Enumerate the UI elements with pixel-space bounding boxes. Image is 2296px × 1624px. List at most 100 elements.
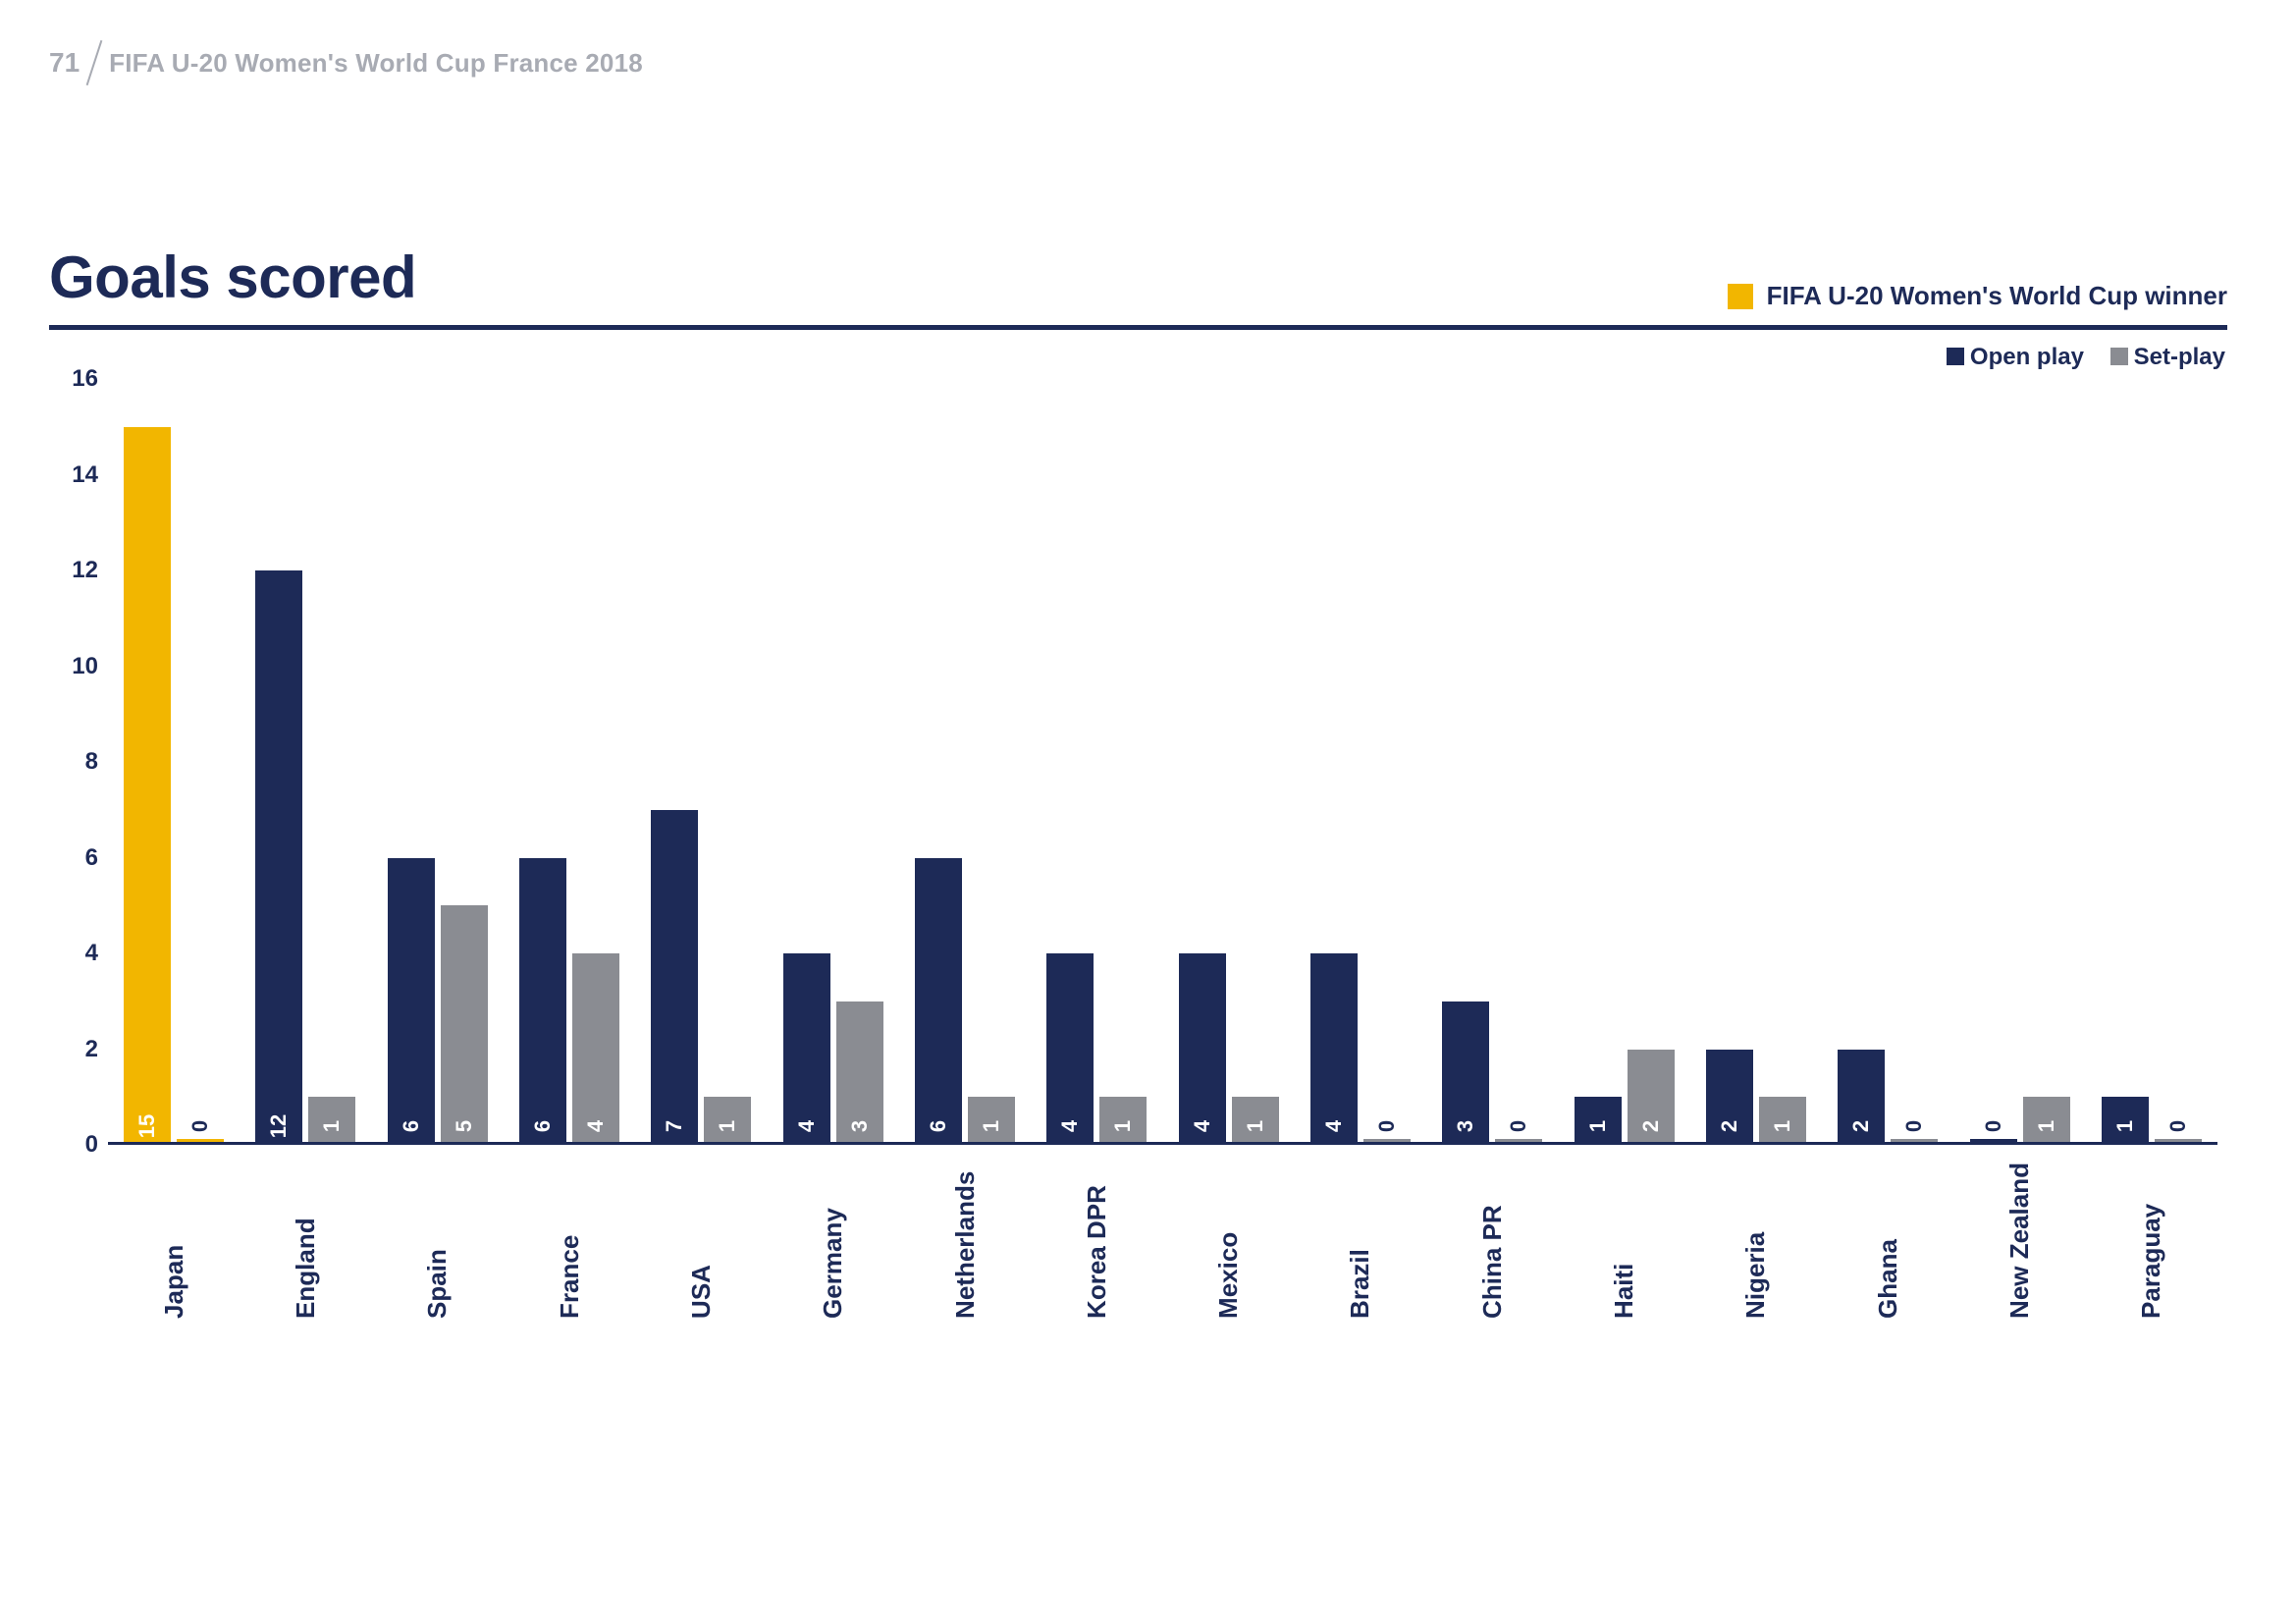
- page-root: 71 FIFA U-20 Women's World Cup France 20…: [0, 0, 2296, 1624]
- bar-value-label: 1: [979, 1120, 1004, 1132]
- bar-value-label: 1: [715, 1120, 740, 1132]
- bar-group: 71: [635, 379, 767, 1145]
- set-play-legend-label: Set-play: [2134, 344, 2225, 370]
- x-axis-label: Korea DPR: [1031, 1163, 1162, 1319]
- header-divider: [86, 40, 103, 85]
- x-axis-label: Germany: [768, 1163, 899, 1319]
- set-play-bar: 1: [1099, 1097, 1147, 1145]
- x-axis-label: France: [504, 1163, 635, 1319]
- chart-title: Goals scored: [49, 244, 416, 311]
- bar-value-label: 1: [2112, 1120, 2138, 1132]
- bar-value-label: 0: [2165, 1120, 2191, 1132]
- x-axis-baseline: [108, 1142, 2217, 1145]
- open-play-bar: 4: [783, 953, 830, 1145]
- x-axis-label: New Zealand: [1953, 1163, 2085, 1319]
- bar-group: 65: [372, 379, 504, 1145]
- bar-value-label: 3: [1453, 1120, 1478, 1132]
- set-play-bar: 4: [572, 953, 619, 1145]
- x-axis-label: USA: [635, 1163, 767, 1319]
- bar-value-label: 4: [794, 1120, 820, 1132]
- bar-value-label: 1: [319, 1120, 345, 1132]
- set-play-bar: 5: [441, 905, 488, 1145]
- bar-value-label: 7: [662, 1120, 687, 1132]
- set-play-bar: 1: [968, 1097, 1015, 1145]
- set-play-bar: 3: [836, 1001, 883, 1145]
- x-axis-label: Japan: [108, 1163, 240, 1319]
- bar-group: 30: [1426, 379, 1558, 1145]
- bar-value-label: 4: [1057, 1120, 1083, 1132]
- bar-value-label: 4: [1321, 1120, 1347, 1132]
- winner-legend: FIFA U-20 Women's World Cup winner: [1728, 281, 2227, 311]
- bar-group: 61: [899, 379, 1031, 1145]
- plot-area: 0246810121416 15012165647143614141403012…: [108, 379, 2217, 1145]
- bar-group: 15 0: [108, 379, 240, 1145]
- bar-group: 10: [2086, 379, 2217, 1145]
- bar-value-label: 3: [847, 1120, 873, 1132]
- bar-group: 12: [1558, 379, 1689, 1145]
- page-number: 71: [49, 47, 80, 79]
- set-play-bar: 1: [308, 1097, 355, 1145]
- y-tick: 12: [49, 557, 98, 584]
- x-axis-label: Ghana: [1822, 1163, 1953, 1319]
- set-play-bar: 1: [704, 1097, 751, 1145]
- y-tick: 16: [49, 365, 98, 393]
- open-play-bar: 2: [1838, 1050, 1885, 1146]
- open-play-bar: 6: [388, 858, 435, 1146]
- open-play-bar: 1: [1575, 1097, 1622, 1145]
- open-play-bar: 6: [519, 858, 566, 1146]
- bar-value-label: 6: [399, 1120, 424, 1132]
- bar-group: 121: [240, 379, 371, 1145]
- y-tick: 14: [49, 461, 98, 489]
- y-axis: 0246810121416: [49, 379, 104, 1145]
- page-header: 71 FIFA U-20 Women's World Cup France 20…: [49, 39, 2227, 86]
- bars-container: 1501216564714361414140301221200110: [108, 379, 2217, 1145]
- bar-value-label: 2: [1848, 1120, 1874, 1132]
- chart: 0246810121416 15012165647143614141403012…: [49, 379, 2227, 1319]
- x-axis-label: Nigeria: [1690, 1163, 1822, 1319]
- bar-value-label: 15: [134, 1114, 160, 1138]
- bar-value-label: 0: [187, 1120, 213, 1132]
- bar-value-label: 4: [583, 1120, 609, 1132]
- set-play-bar: 1: [1759, 1097, 1806, 1145]
- x-axis-label: Spain: [372, 1163, 504, 1319]
- bar-value-label: 0: [1506, 1120, 1531, 1132]
- winner-legend-label: FIFA U-20 Women's World Cup winner: [1767, 281, 2227, 311]
- y-tick: 4: [49, 940, 98, 967]
- x-axis-label: Haiti: [1558, 1163, 1689, 1319]
- bar-group: 41: [1031, 379, 1162, 1145]
- set-play-bar: 2: [1628, 1050, 1675, 1146]
- y-tick: 6: [49, 844, 98, 872]
- x-axis-label: Brazil: [1295, 1163, 1426, 1319]
- open-play-legend-label: Open play: [1970, 344, 2084, 370]
- bar-group: 01: [1953, 379, 2085, 1145]
- open-play-bar: 7: [651, 810, 698, 1145]
- title-row: Goals scored FIFA U-20 Women's World Cup…: [49, 244, 2227, 315]
- bar-group: 21: [1690, 379, 1822, 1145]
- open-play-bar: 2: [1706, 1050, 1753, 1146]
- bar-value-label: 1: [2034, 1120, 2059, 1132]
- bar-value-label: 0: [1981, 1120, 2006, 1132]
- bar-value-label: 2: [1717, 1120, 1742, 1132]
- open-play-bar: 6: [915, 858, 962, 1146]
- bar-group: 40: [1295, 379, 1426, 1145]
- bar-value-label: 1: [1110, 1120, 1136, 1132]
- bar-value-label: 6: [530, 1120, 556, 1132]
- bar-value-label: 0: [1901, 1120, 1927, 1132]
- x-axis-label: England: [240, 1163, 371, 1319]
- x-axis-label: China PR: [1426, 1163, 1558, 1319]
- title-rule: [49, 325, 2227, 330]
- bar-value-label: 5: [452, 1120, 477, 1132]
- y-tick: 10: [49, 653, 98, 680]
- bar-value-label: 1: [1243, 1120, 1268, 1132]
- open-play-swatch-icon: [1947, 348, 1964, 365]
- report-name: FIFA U-20 Women's World Cup France 2018: [109, 48, 643, 79]
- x-axis-label: Paraguay: [2086, 1163, 2217, 1319]
- y-tick: 0: [49, 1131, 98, 1159]
- winner-swatch-icon: [1728, 284, 1753, 309]
- bar-value-label: 0: [1374, 1120, 1400, 1132]
- bar-group: 20: [1822, 379, 1953, 1145]
- set-play-swatch-icon: [2110, 348, 2128, 365]
- open-play-bar: 15: [124, 427, 171, 1145]
- y-tick: 2: [49, 1036, 98, 1063]
- set-play-bar: 1: [2023, 1097, 2070, 1145]
